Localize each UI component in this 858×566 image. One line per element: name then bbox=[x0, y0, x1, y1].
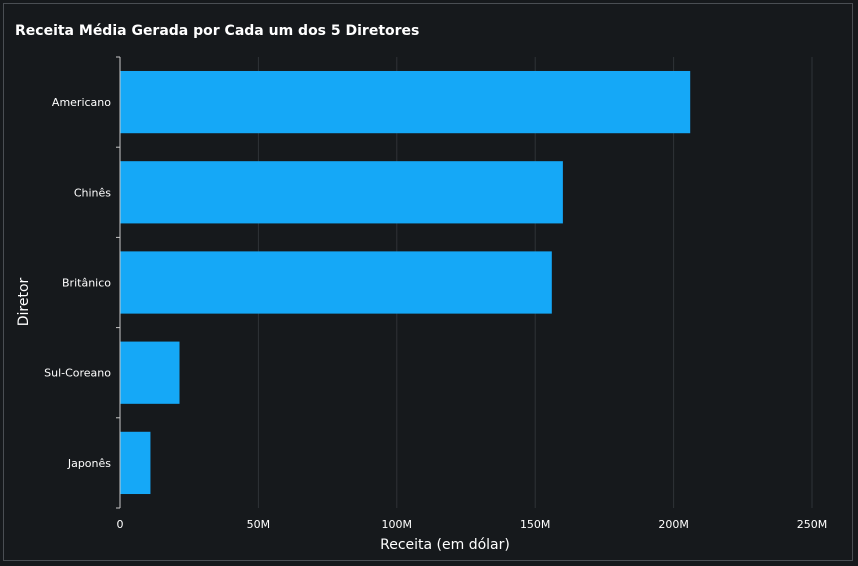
y-axis-title: Diretor bbox=[16, 277, 32, 326]
bar[interactable] bbox=[120, 431, 151, 495]
x-tick-label: 200M bbox=[658, 518, 689, 531]
y-tick-label: Japonês bbox=[67, 457, 111, 470]
x-tick-label: 150M bbox=[520, 518, 551, 531]
x-axis-title: Receita (em dólar) bbox=[380, 537, 510, 553]
x-tick-label: 250M bbox=[797, 518, 828, 531]
x-tick-label: 100M bbox=[382, 518, 413, 531]
y-tick-label: Sul-Coreano bbox=[44, 367, 111, 380]
bar[interactable] bbox=[120, 70, 691, 134]
x-tick-label: 50M bbox=[247, 518, 271, 531]
chart-title: Receita Média Gerada por Cada um dos 5 D… bbox=[15, 23, 420, 39]
bar[interactable] bbox=[120, 341, 180, 404]
y-tick-label: Americano bbox=[52, 96, 111, 109]
x-tick-label: 0 bbox=[117, 518, 124, 531]
y-tick-label: Chinês bbox=[74, 186, 111, 199]
bar[interactable] bbox=[120, 251, 552, 314]
bar[interactable] bbox=[120, 161, 563, 224]
axes: 0 50M 100M 150M 200M 250M Americano Chinês Britâ… bbox=[44, 56, 828, 531]
y-tick-label: Britânico bbox=[62, 277, 111, 290]
bars bbox=[120, 70, 691, 495]
